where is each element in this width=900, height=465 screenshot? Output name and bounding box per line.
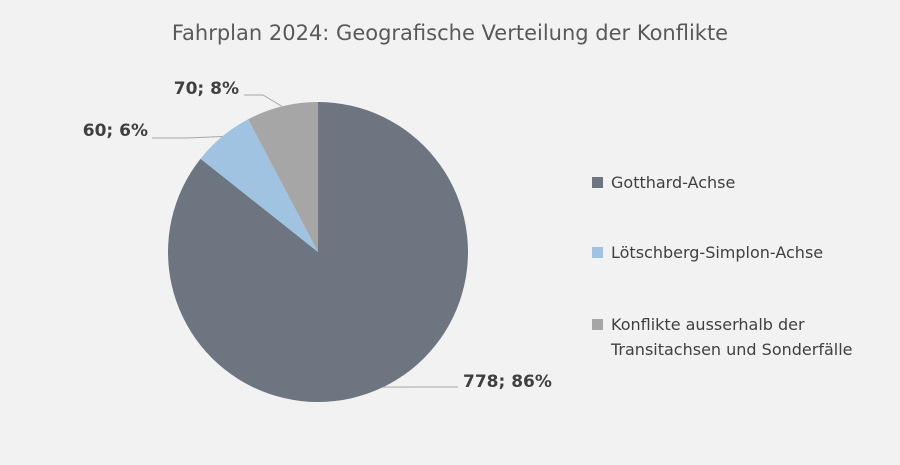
leader-line (152, 136, 223, 139)
legend-swatch (592, 319, 603, 330)
data-label: 778; 86% (463, 372, 552, 392)
legend-swatch (592, 247, 603, 258)
data-label: 60; 6% (83, 121, 148, 141)
pie-slice (200, 119, 318, 252)
leader-line (244, 94, 283, 107)
legend-swatch (592, 177, 603, 188)
pie-slice (248, 102, 318, 252)
legend-item: Gotthard-Achse (592, 170, 882, 195)
legend-label: Lötschberg-Simplon-Achse (611, 243, 824, 262)
legend-item: Konflikte ausserhalb der Transitachsen u… (592, 312, 882, 362)
legend-label: Konflikte ausserhalb der Transitachsen u… (611, 315, 853, 359)
data-label: 70; 8% (174, 79, 239, 99)
legend-item: Lötschberg-Simplon-Achse (592, 240, 882, 265)
legend-label: Gotthard-Achse (611, 173, 736, 192)
chart-title: Fahrplan 2024: Geografische Verteilung d… (172, 21, 728, 45)
